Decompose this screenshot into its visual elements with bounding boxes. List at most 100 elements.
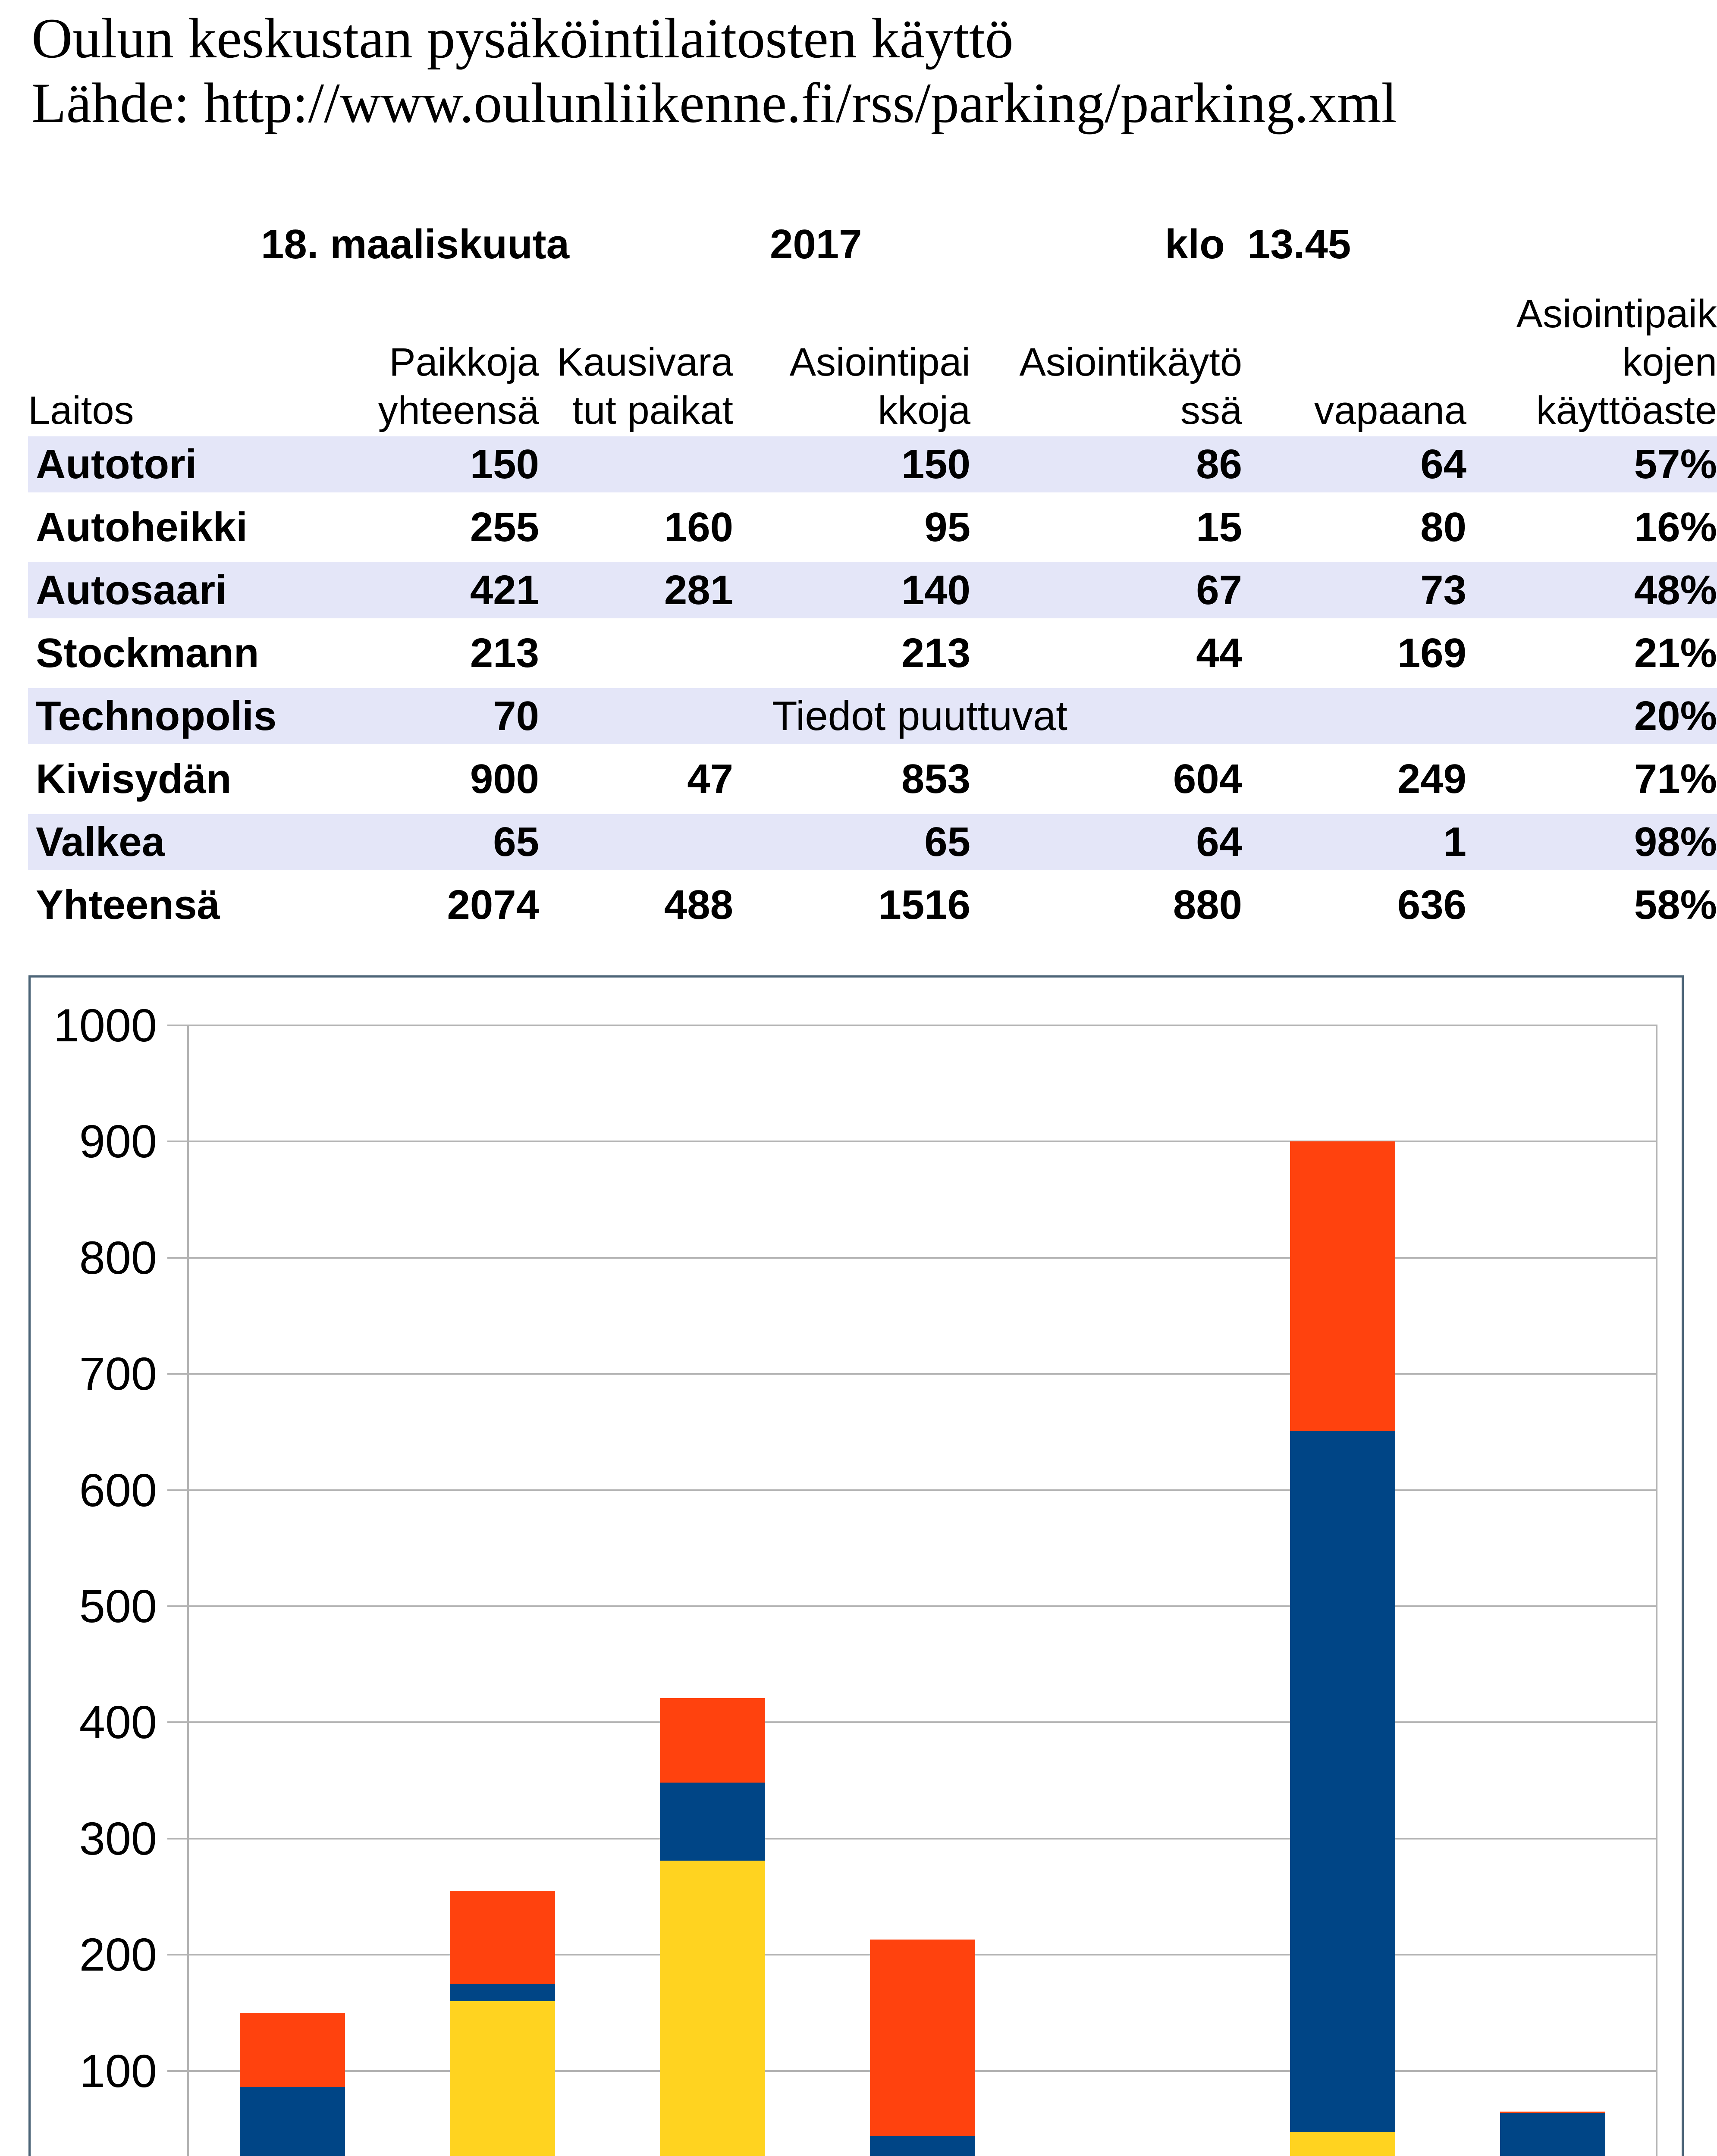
value-cell: 169	[1397, 630, 1466, 676]
bar-segment-vapaana-autosaari	[659, 1698, 765, 1783]
header-line: Kausivara	[556, 340, 733, 384]
header-line: vapaana	[1314, 389, 1466, 432]
value-cell: 48%	[1634, 567, 1717, 613]
value-cell: 160	[664, 504, 733, 550]
gridline-500	[187, 1605, 1657, 1607]
value-cell: 140	[901, 567, 970, 613]
value-cell: 150	[470, 441, 539, 487]
y-tick-400	[167, 1721, 187, 1724]
header-line: Asiointikäytö	[1019, 340, 1242, 384]
value-cell: 80	[1420, 504, 1466, 550]
date-klo-label: klo	[1165, 221, 1225, 267]
value-cell: 1	[1443, 819, 1466, 865]
row-name-cell: Kivisydän	[36, 756, 232, 802]
bar-segment-asiointikäytössä-autotori	[239, 2087, 345, 2156]
value-cell: 86	[1196, 441, 1242, 487]
y-axis-label: 700	[79, 1348, 157, 1400]
gridline-300	[187, 1837, 1657, 1839]
y-axis-label: 800	[79, 1231, 157, 1284]
row-name-cell: Autoheikki	[36, 504, 248, 550]
value-cell: 16%	[1634, 504, 1717, 550]
date-year: 2017	[770, 221, 862, 267]
gridline-800	[187, 1257, 1657, 1259]
row-name-cell: Yhteensä	[36, 882, 220, 928]
parking-table: Laitos Paikkoja yhteensä Kausivara tut paika…	[28, 276, 1717, 940]
value-cell: 255	[470, 504, 539, 550]
value-cell: 636	[1397, 882, 1466, 928]
value-cell: 21%	[1634, 630, 1717, 676]
table-body: Autotori 150 150 86 64 57% Autoheikki 255 160 95 1…	[28, 436, 1717, 940]
table-row-technopolis: Technopolis 70 Tiedot puuttuvat 20%	[28, 688, 1717, 751]
header-cell-col0: Laitos	[28, 276, 295, 436]
y-tick-1000	[167, 1025, 187, 1026]
table-row-yhteensä: Yhteensä 2074 488 1516 880 636 58%	[28, 877, 1717, 940]
gridline-700	[187, 1373, 1657, 1375]
bar-segment-asiointikäytössä-kivisydän	[1290, 1431, 1395, 2133]
y-axis-label: 1000	[53, 999, 157, 1051]
header-line: Asiointipai	[789, 340, 970, 384]
gridline-1000	[187, 1025, 1657, 1026]
table-row-autoheikki: Autoheikki 255 160 95 15 80 16%	[28, 499, 1717, 562]
date-day-month: 18. maaliskuuta	[261, 221, 570, 267]
value-cell: 1516	[878, 882, 970, 928]
y-tick-100	[167, 2070, 187, 2072]
header-line: tut paikat	[572, 389, 733, 432]
value-cell: 488	[664, 882, 733, 928]
value-cell: 64	[1196, 819, 1242, 865]
header-cell-col3: Asiointipai kkoja	[733, 276, 970, 436]
y-tick-300	[167, 1837, 187, 1839]
y-axis-label: 200	[79, 1928, 157, 1981]
header-cell-col1: Paikkoja yhteensä	[295, 276, 539, 436]
y-tick-800	[167, 1257, 187, 1259]
gridline-900	[187, 1141, 1657, 1143]
header-line: yhteensä	[378, 389, 539, 432]
row-name-cell: Stockmann	[36, 630, 259, 676]
value-cell: 249	[1397, 756, 1466, 802]
table-row-stockmann: Stockmann 213 213 44 169 21%	[28, 625, 1717, 688]
header-line: ssä	[1180, 389, 1242, 432]
header-line: Paikkoja	[389, 340, 539, 384]
y-axis-label: 900	[79, 1115, 157, 1168]
chart-box: 01002003004005006007008009001000Autotori…	[28, 975, 1684, 2156]
bar-segment-kausivaratut-paikat-autosaari	[659, 1860, 765, 2156]
header-line: Laitos	[28, 389, 134, 432]
value-cell: 853	[901, 756, 970, 802]
header-line: Asiointipaik	[1516, 292, 1717, 336]
value-cell: 15	[1196, 504, 1242, 550]
y-axis-label: 400	[79, 1696, 157, 1749]
header-line: kkoja	[878, 389, 970, 432]
bar-segment-asiointikäytössä-valkea	[1500, 2112, 1605, 2156]
value-cell: 2074	[447, 882, 539, 928]
y-axis-label: 100	[79, 2044, 157, 2097]
value-cell: 213	[470, 630, 539, 676]
gridline-400	[187, 1721, 1657, 1724]
value-cell: 70	[493, 693, 539, 739]
heading-block: Oulun keskustan pysäköintilaitosten käyt…	[31, 6, 1397, 135]
value-cell: 64	[1420, 441, 1466, 487]
bar-segment-asiointikäytössä-stockmann	[869, 2136, 975, 2156]
bar-segment-asiointikäytössä-autoheikki	[449, 1984, 555, 2001]
date-time: 13.45	[1247, 221, 1351, 267]
bar-segment-asiointikäytössä-autosaari	[659, 1783, 765, 1861]
row-name-cell: Technopolis	[36, 693, 277, 739]
value-cell: 213	[901, 630, 970, 676]
value-cell: 65	[493, 819, 539, 865]
y-axis-label: 600	[79, 1463, 157, 1516]
value-cell: 47	[687, 756, 733, 802]
value-cell: 67	[1196, 567, 1242, 613]
bar-segment-kausivaratut-paikat-autoheikki	[449, 2001, 555, 2156]
value-cell: 44	[1196, 630, 1242, 676]
value-cell: 98%	[1634, 819, 1717, 865]
bar-segment-vapaana-stockmann	[869, 1940, 975, 2136]
bar-segment-vapaana-autotori	[239, 2012, 345, 2087]
y-axis-label: 500	[79, 1580, 157, 1632]
plot-right-border	[1656, 1025, 1657, 2156]
table-row-autotori: Autotori 150 150 86 64 57%	[28, 436, 1717, 499]
page-title: Oulun keskustan pysäköintilaitosten käyt…	[31, 6, 1014, 70]
value-cell: 281	[664, 567, 733, 613]
y-tick-500	[167, 1605, 187, 1607]
bar-segment-vapaana-autoheikki	[449, 1891, 555, 1984]
source-line: Lähde: http://www.oulunliikenne.fi/rss/p…	[31, 71, 1397, 135]
header-cell-col4: Asiointikäytö ssä	[970, 276, 1242, 436]
value-cell: 150	[901, 441, 970, 487]
